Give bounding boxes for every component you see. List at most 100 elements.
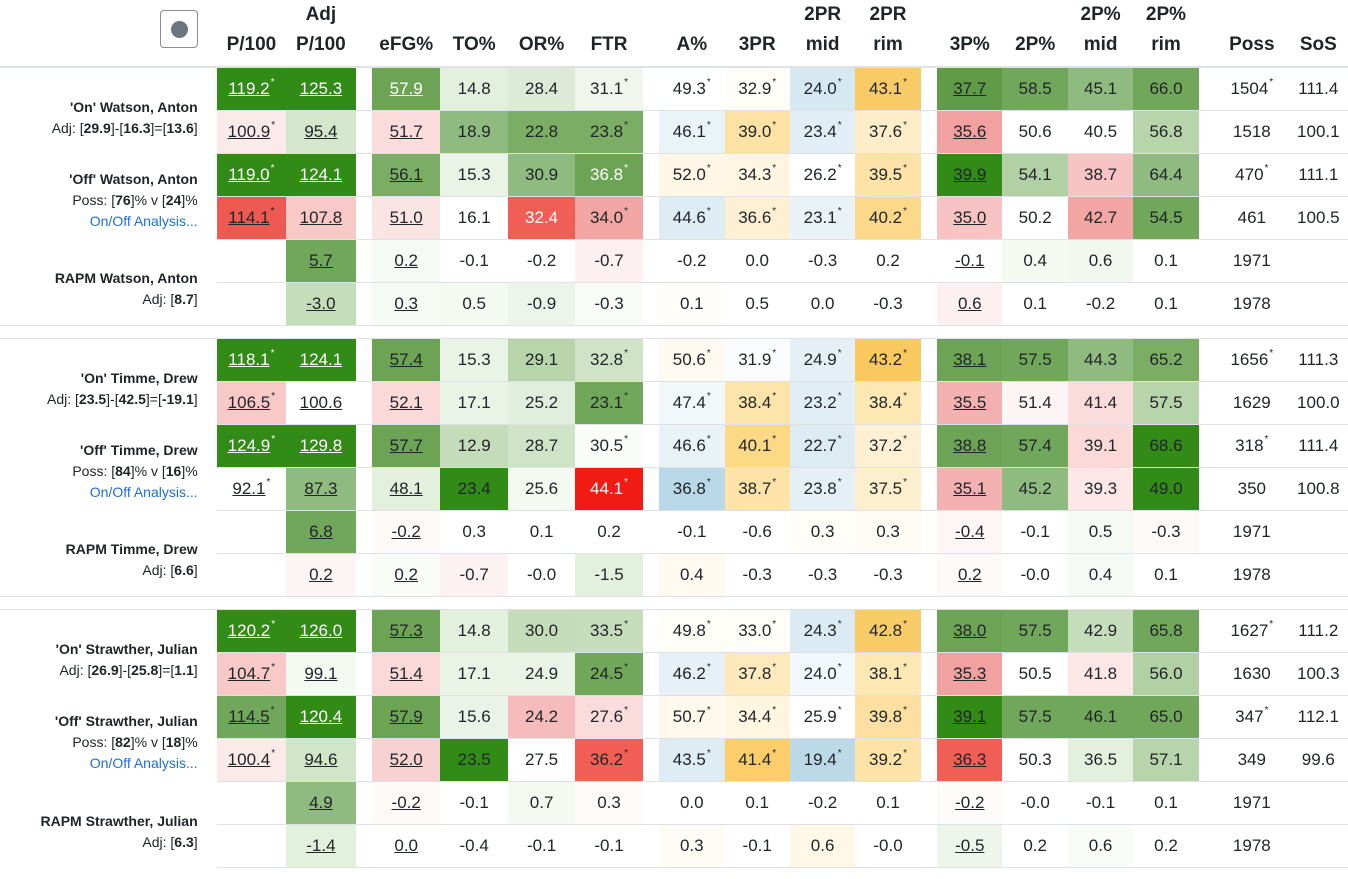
stat-cell[interactable]: 0.2: [371, 239, 441, 283]
stat-cell[interactable]: -0.4: [937, 510, 1003, 554]
stat-cell[interactable]: 114.5*: [216, 695, 287, 739]
column-header[interactable]: P/100: [216, 0, 287, 68]
stat-cell[interactable]: -0.5: [937, 824, 1003, 868]
column-header[interactable]: SoS: [1288, 0, 1348, 68]
column-header[interactable]: 2P%: [1002, 0, 1068, 68]
stat-cell[interactable]: 119.0*: [216, 153, 287, 197]
stat-cell: 37.6*: [855, 110, 921, 154]
stat-cell[interactable]: 92.1*: [216, 467, 287, 511]
stat-cell[interactable]: 99.1: [286, 652, 356, 696]
stat-cell[interactable]: -1.4: [286, 824, 356, 868]
column-header[interactable]: FTR: [575, 0, 643, 68]
stat-cell[interactable]: 100.9*: [216, 110, 287, 154]
stat-cell[interactable]: 107.8: [286, 196, 356, 240]
column-header[interactable]: 2P% rim: [1133, 0, 1199, 68]
stat-cell: 0.3: [659, 824, 725, 868]
column-header[interactable]: Adj P/100: [286, 0, 356, 68]
stat-cell[interactable]: 35.0: [937, 196, 1003, 240]
stat-cell[interactable]: 0.2: [286, 553, 356, 597]
stat-cell[interactable]: 0.2: [371, 553, 441, 597]
stat-value: -0.6: [742, 522, 772, 541]
column-header[interactable]: OR%: [507, 0, 576, 68]
stat-cell: 57.4: [1002, 424, 1068, 468]
stat-cell[interactable]: 106.5*: [216, 381, 287, 425]
stat-cell[interactable]: 35.1: [937, 467, 1003, 511]
column-gap: [355, 196, 372, 240]
stat-value: 49.0: [1149, 479, 1183, 498]
stat-cell[interactable]: -0.1: [937, 239, 1003, 283]
stat-cell[interactable]: 120.4: [286, 695, 356, 739]
stat-cell[interactable]: 104.7*: [216, 652, 287, 696]
stat-cell[interactable]: 38.1: [937, 338, 1003, 382]
stat-cell[interactable]: 35.3: [937, 652, 1003, 696]
on-off-analysis-link[interactable]: On/Off Analysis...: [89, 484, 198, 500]
stat-cell[interactable]: 57.4: [371, 338, 441, 382]
stat-value: 0.6: [810, 836, 835, 855]
column-header[interactable]: 2PR rim: [855, 0, 921, 68]
stat-cell[interactable]: 57.9: [371, 695, 441, 739]
column-header[interactable]: eFG%: [371, 0, 441, 68]
stat-cell[interactable]: 124.9*: [216, 424, 287, 468]
stat-cell[interactable]: -0.2: [937, 781, 1003, 825]
stat-cell[interactable]: 39.1: [937, 695, 1003, 739]
estimate-marker: *: [837, 705, 842, 716]
column-header[interactable]: Poss: [1215, 0, 1289, 68]
stat-cell[interactable]: 0.3: [371, 282, 441, 326]
stat-value: 42.9: [1084, 621, 1118, 640]
column-header[interactable]: 2P% mid: [1067, 0, 1134, 68]
stat-cell[interactable]: 4.9: [286, 781, 356, 825]
stat-cell[interactable]: 51.4: [371, 652, 441, 696]
column-gap: [1198, 781, 1216, 825]
stat-cell[interactable]: 57.7: [371, 424, 441, 468]
stat-cell[interactable]: 6.8: [286, 510, 356, 554]
column-header[interactable]: 2PR mid: [789, 0, 856, 68]
stat-cell[interactable]: 57.9: [371, 67, 441, 111]
stat-cell[interactable]: 51.7: [371, 110, 441, 154]
column-header[interactable]: A%: [659, 0, 725, 68]
record-toggle-button[interactable]: [159, 10, 198, 48]
stat-cell[interactable]: 57.3: [371, 609, 441, 653]
stat-cell[interactable]: 120.2*: [216, 609, 287, 653]
on-off-analysis-link[interactable]: On/Off Analysis...: [89, 213, 198, 229]
stat-cell[interactable]: 38.8: [937, 424, 1003, 468]
stat-cell[interactable]: 124.1: [286, 338, 356, 382]
stat-cell[interactable]: 95.4: [286, 110, 356, 154]
stat-cell[interactable]: 125.3: [286, 67, 356, 111]
stat-cell[interactable]: 52.0: [371, 738, 441, 782]
stat-cell[interactable]: 129.8: [286, 424, 356, 468]
column-header[interactable]: 3P%: [937, 0, 1003, 68]
stat-cell[interactable]: 119.2*: [216, 67, 287, 111]
stat-cell[interactable]: 39.9: [937, 153, 1003, 197]
stat-cell[interactable]: 114.1*: [216, 196, 287, 240]
stat-cell[interactable]: 56.1: [371, 153, 441, 197]
estimate-marker: *: [271, 662, 276, 673]
stat-cell[interactable]: 100.6: [286, 381, 356, 425]
on-off-analysis-link[interactable]: On/Off Analysis...: [89, 755, 198, 771]
stat-cell[interactable]: 0.2: [937, 553, 1003, 597]
column-header[interactable]: TO%: [440, 0, 508, 68]
stat-cell[interactable]: 0.6: [937, 282, 1003, 326]
stat-cell[interactable]: 52.1: [371, 381, 441, 425]
stat-cell[interactable]: 35.6: [937, 110, 1003, 154]
stat-cell[interactable]: 118.1*: [216, 338, 287, 382]
stat-cell[interactable]: 48.1: [371, 467, 441, 511]
stat-cell[interactable]: 0.0: [371, 824, 441, 868]
stat-cell[interactable]: 124.1: [286, 153, 356, 197]
stat-cell[interactable]: 35.5: [937, 381, 1003, 425]
stat-cell[interactable]: -0.2: [371, 781, 441, 825]
stat-cell[interactable]: 37.7: [937, 67, 1003, 111]
column-header[interactable]: 3PR: [724, 0, 790, 68]
stat-cell[interactable]: 87.3: [286, 467, 356, 511]
label-value: 6.3: [174, 833, 194, 850]
stat-cell[interactable]: 94.6: [286, 738, 356, 782]
column-header-bottom: rim: [873, 34, 903, 55]
stat-cell[interactable]: 100.4*: [216, 738, 287, 782]
stat-cell[interactable]: 126.0: [286, 609, 356, 653]
stat-value: 0.3: [462, 522, 486, 541]
stat-cell[interactable]: 38.0: [937, 609, 1003, 653]
stat-cell[interactable]: 51.0: [371, 196, 441, 240]
stat-cell[interactable]: 36.3: [937, 738, 1003, 782]
stat-cell[interactable]: -3.0: [286, 282, 356, 326]
stat-cell[interactable]: 5.7: [286, 239, 356, 283]
stat-cell[interactable]: -0.2: [371, 510, 441, 554]
